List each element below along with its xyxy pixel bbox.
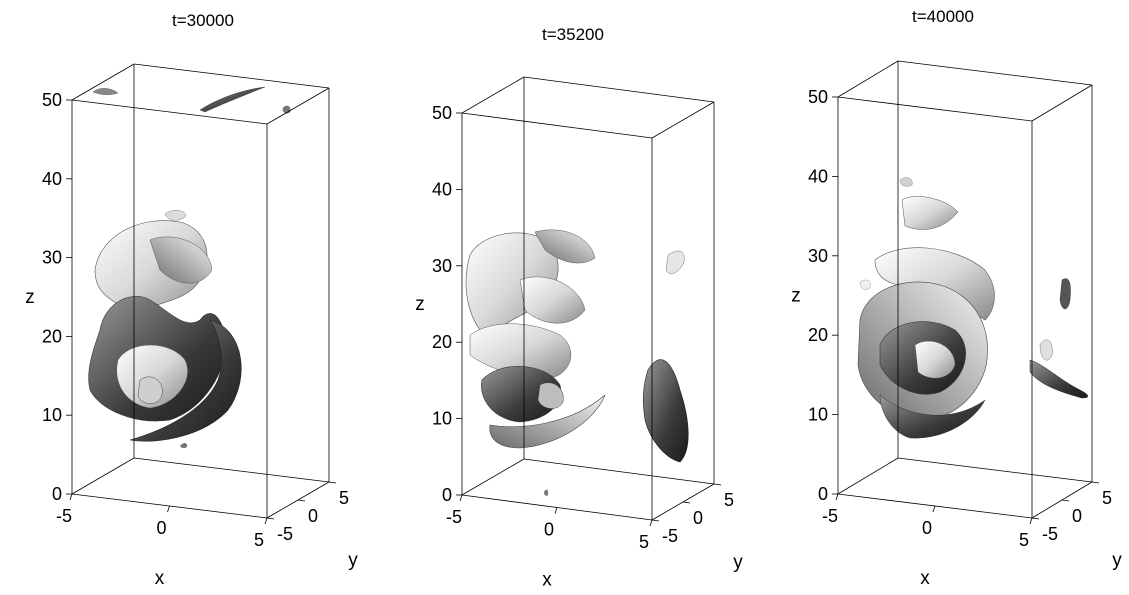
panel-3-axes-box: [837, 60, 1093, 519]
panel-2-title: t=35200: [542, 25, 604, 44]
z-axis-label: z: [25, 287, 35, 308]
z-tick-label: 40: [808, 166, 828, 186]
y-tick-label: 0: [1072, 506, 1082, 526]
z-tick-label: 40: [432, 179, 452, 199]
panel-1-isosurface: [88, 86, 291, 449]
axes-box-edge: [71, 63, 135, 101]
x-axis-label: x: [155, 568, 165, 589]
y-tick-mark: [266, 517, 275, 520]
x-axis-label: x: [920, 568, 930, 589]
z-tick-label: 20: [42, 326, 62, 346]
z-tick-label: 50: [432, 103, 452, 123]
x-tick-mark: [932, 505, 936, 513]
x-tick-label: 5: [254, 530, 264, 550]
y-tick-mark: [713, 483, 722, 486]
panel-3-title: t=40000: [912, 7, 974, 26]
z-tick-label: 10: [432, 409, 452, 429]
y-tick-label: 0: [308, 506, 318, 526]
z-axis-label: z: [791, 286, 801, 307]
y-tick-label: -5: [277, 524, 293, 544]
x-tick-label: 5: [1019, 530, 1029, 550]
y-tick-mark: [1091, 481, 1100, 484]
axes-box-edge: [461, 458, 525, 496]
y-tick-mark: [1061, 499, 1070, 502]
y-tick-label: 5: [724, 490, 734, 510]
axes-box-edge: [523, 76, 715, 103]
z-tick-label: 20: [432, 332, 452, 352]
axes-box-edge: [897, 60, 1093, 86]
axes-box-edge: [133, 63, 330, 89]
z-tick-label: 10: [42, 405, 62, 425]
y-tick-label: 5: [339, 488, 349, 508]
panel-1-axes-box: [71, 63, 330, 519]
z-axis-label: z: [415, 294, 425, 315]
axes-box-edge: [461, 76, 525, 114]
y-tick-mark: [328, 481, 337, 484]
z-tick-label: 0: [442, 485, 452, 505]
axes-box-edge: [266, 87, 330, 125]
x-tick-mark: [459, 494, 463, 502]
x-tick-label: -5: [822, 506, 838, 526]
panel-2-isosurface: [465, 229, 689, 496]
axes-box-edge: [837, 60, 899, 98]
x-tick-label: 0: [544, 520, 554, 540]
x-tick-label: -5: [446, 507, 462, 527]
x-tick-label: 0: [922, 518, 932, 538]
x-tick-mark: [835, 493, 839, 501]
x-axis-label: x: [542, 570, 552, 591]
z-tick-label: 20: [808, 325, 828, 345]
x-tick-mark: [1029, 517, 1033, 525]
axes-box-edge: [133, 457, 330, 483]
axes-box-edge: [71, 99, 268, 125]
x-tick-mark: [167, 505, 170, 513]
y-tick-mark: [682, 501, 691, 504]
x-tick-mark: [264, 517, 268, 525]
z-tick-label: 50: [808, 87, 828, 107]
axes-box-edge: [837, 457, 899, 495]
axes-box-edge: [1031, 84, 1093, 122]
x-tick-mark: [69, 493, 73, 501]
y-axis-label: y: [1112, 550, 1122, 571]
x-tick-mark: [554, 507, 558, 514]
y-tick-label: -5: [1042, 524, 1058, 544]
axes-box-edge: [523, 458, 715, 485]
z-tick-label: 10: [808, 405, 828, 425]
z-tick-label: 40: [42, 169, 62, 189]
y-axis-label: y: [733, 552, 743, 573]
x-tick-label: -5: [56, 506, 72, 526]
axes-box-edge: [71, 457, 135, 495]
axes-box-edge: [651, 101, 715, 139]
z-tick-label: 50: [42, 90, 62, 110]
axes-box-edge: [897, 457, 1093, 483]
x-tick-label: 0: [156, 518, 166, 538]
z-tick-label: 0: [818, 484, 828, 504]
z-tick-label: 30: [432, 256, 452, 276]
x-tick-label: 5: [639, 532, 649, 552]
panel-3-isosurface: [857, 177, 1088, 439]
y-tick-label: 0: [693, 508, 703, 528]
y-tick-mark: [297, 499, 306, 502]
y-tick-mark: [1031, 517, 1040, 520]
y-tick-label: 5: [1102, 488, 1112, 508]
z-tick-label: 0: [52, 484, 62, 504]
panel-1-title: t=30000: [172, 11, 234, 30]
y-tick-label: -5: [662, 526, 678, 546]
z-tick-label: 30: [808, 246, 828, 266]
y-axis-label: y: [348, 550, 358, 571]
x-tick-mark: [649, 519, 653, 527]
z-tick-label: 30: [42, 248, 62, 268]
axes-box-edge: [461, 112, 653, 139]
axes-box-edge: [837, 96, 1033, 122]
y-tick-mark: [651, 519, 660, 522]
